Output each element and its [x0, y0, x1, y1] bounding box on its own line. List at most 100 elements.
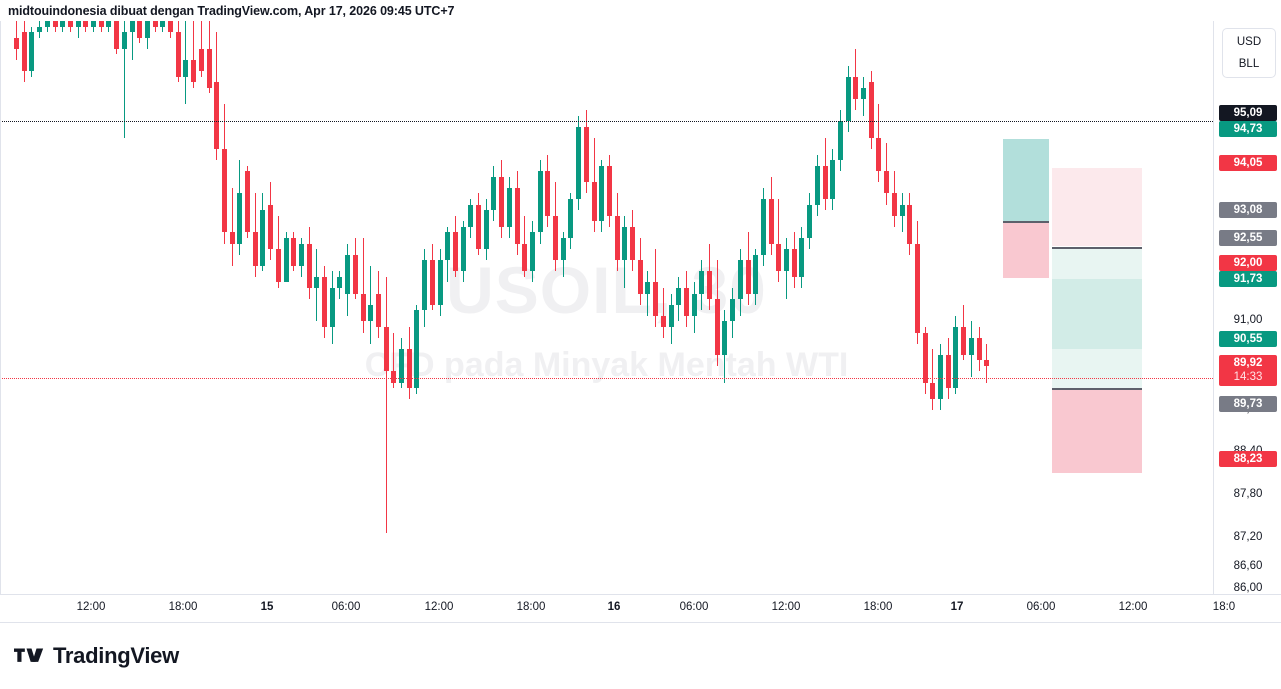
candle-body [930, 382, 936, 400]
candle-body [114, 21, 120, 49]
position-entry-line[interactable] [1052, 388, 1142, 390]
position-entry-line[interactable] [1003, 221, 1049, 223]
price-badge-gray[interactable]: 89,73 [1219, 396, 1277, 412]
candle-body [268, 204, 274, 250]
price-badge-up[interactable]: 91,73 [1219, 271, 1277, 287]
candle-body [830, 160, 836, 199]
candle-body [984, 360, 990, 366]
candle-body [206, 48, 212, 88]
candle-body [468, 204, 474, 227]
candle-body [275, 249, 281, 283]
time-tick-label: 12:00 [1118, 601, 1148, 613]
candle-body [429, 260, 435, 305]
candle-body [360, 293, 366, 322]
candle-body [522, 243, 528, 272]
candle-body [67, 21, 73, 27]
candle-body [152, 21, 158, 27]
price-badge-up[interactable]: 90,55 [1219, 331, 1277, 347]
candle-wick [69, 21, 71, 33]
candle-body [660, 315, 666, 327]
candle-body [499, 176, 505, 227]
candle-body [868, 82, 874, 138]
candle-wick [385, 276, 387, 533]
candle-body [668, 304, 674, 327]
position-zone [1052, 249, 1142, 279]
candle-body [591, 182, 597, 222]
currency-unit-selector[interactable]: USD BLL [1222, 28, 1276, 78]
candle-body [945, 354, 951, 389]
candle-body [745, 260, 751, 294]
time-tick-label: 18:00 [168, 601, 198, 613]
candle-body [283, 237, 289, 283]
price-badge-gray[interactable]: 93,08 [1219, 202, 1277, 218]
time-scale[interactable]: 12:00 18:00 15 06:00 12:00 18:00 16 06:00 12:00 1… [0, 594, 1281, 623]
price-badge-down[interactable]: 92,00 [1219, 255, 1277, 271]
candle-body [699, 271, 705, 294]
candle-body [861, 87, 866, 99]
position-profit-zone [1003, 139, 1049, 221]
candle-body [191, 59, 197, 83]
candle-wick [46, 21, 48, 33]
candle-body [714, 299, 720, 355]
candle-body [837, 121, 843, 161]
price-tick-label: 87,80 [1233, 488, 1263, 500]
candle-body [914, 243, 920, 333]
candle-body [576, 126, 582, 199]
price-pane[interactable]: USOIL, 30 CFD pada Minyak Mentah WTI [0, 21, 1213, 594]
time-tick-label: 15 [260, 601, 274, 613]
candle-body [537, 171, 543, 233]
candle-wick [123, 21, 125, 138]
candle-wick [662, 288, 664, 339]
candle-body [506, 187, 512, 227]
candle-body [237, 193, 243, 244]
position-entry-line[interactable] [1052, 247, 1142, 249]
candle-body [953, 326, 959, 389]
candle-body [845, 76, 851, 122]
candle-wick [93, 21, 94, 33]
candle-body [306, 243, 312, 289]
candle-body [83, 21, 89, 27]
price-badge-down[interactable]: 88,23 [1219, 451, 1277, 467]
candle-body [414, 310, 420, 389]
candle-body [822, 165, 828, 200]
candle-body [938, 354, 943, 400]
price-badge-up[interactable]: 94,73 [1219, 121, 1277, 137]
candle-body [345, 254, 351, 294]
candle-body [784, 249, 789, 272]
candle-body [614, 215, 620, 261]
candle-body [599, 165, 605, 222]
candle-wick [778, 199, 780, 283]
candle-body [298, 243, 304, 266]
candle-body [907, 204, 913, 244]
price-badge-down[interactable]: 94,05 [1219, 155, 1277, 171]
candle-body [368, 304, 374, 322]
candle-body [406, 349, 412, 389]
price-badge-high[interactable]: 95,09 [1219, 105, 1277, 121]
candle-body [645, 282, 651, 294]
unit-label[interactable]: BLL [1238, 58, 1260, 70]
time-tick-label: 12:00 [771, 601, 801, 613]
candle-wick [62, 21, 64, 33]
candle-body [352, 254, 358, 294]
last-price-badge[interactable]: 89,92 14:33 [1219, 355, 1277, 386]
candle-body [876, 137, 882, 172]
chart-canvas-area[interactable]: USOIL, 30 CFD pada Minyak Mentah WTI [0, 21, 1213, 594]
candle-body [391, 371, 397, 383]
time-tick-label: 06:00 [1026, 601, 1056, 613]
candle-wick [162, 21, 164, 33]
candle-body [737, 260, 743, 300]
currency-label[interactable]: USD [1236, 36, 1262, 48]
candle-body [799, 237, 805, 277]
long-position-2[interactable] [1052, 21, 1142, 594]
candle-body [437, 260, 443, 305]
candle-body [183, 59, 189, 77]
candle-body [452, 232, 458, 272]
candle-body [791, 249, 797, 277]
price-scale[interactable]: USD BLL 91,0089,0088,4087,8087,2086,6086… [1213, 21, 1281, 594]
candle-body [198, 48, 204, 72]
candle-body [329, 288, 335, 327]
price-badge-gray[interactable]: 92,55 [1219, 230, 1277, 246]
long-position-1[interactable] [1003, 21, 1049, 594]
price-tick-label: 91,00 [1233, 314, 1263, 326]
time-tick-label: 12:00 [76, 601, 106, 613]
